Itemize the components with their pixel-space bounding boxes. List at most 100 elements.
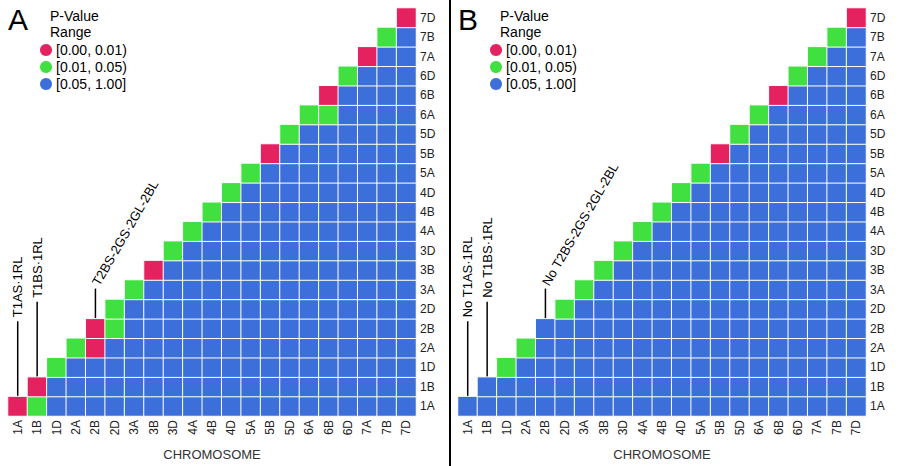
svg-text:2D: 2D <box>108 420 122 436</box>
svg-text:3D: 3D <box>870 244 886 258</box>
svg-text:6B: 6B <box>870 88 885 102</box>
svg-text:4A: 4A <box>870 224 885 238</box>
svg-text:5D: 5D <box>733 420 747 436</box>
svg-text:3D: 3D <box>166 420 180 436</box>
svg-text:1D: 1D <box>870 360 886 374</box>
svg-text:P-Value: P-Value <box>50 8 99 24</box>
svg-text:6D: 6D <box>870 69 886 83</box>
svg-text:6B: 6B <box>772 420 786 435</box>
svg-text:5B: 5B <box>263 420 277 435</box>
svg-text:4D: 4D <box>870 186 886 200</box>
svg-text:6A: 6A <box>870 108 885 122</box>
svg-text:1A: 1A <box>461 420 475 435</box>
svg-text:7D: 7D <box>399 420 413 436</box>
svg-text:5A: 5A <box>694 420 708 435</box>
svg-text:2B: 2B <box>870 322 885 336</box>
svg-text:5B: 5B <box>713 420 727 435</box>
svg-text:4B: 4B <box>205 420 219 435</box>
svg-text:5B: 5B <box>420 147 435 161</box>
svg-text:[0.00, 0.01): [0.00, 0.01) <box>506 42 577 58</box>
svg-text:7A: 7A <box>870 50 885 64</box>
svg-text:1A: 1A <box>420 399 435 413</box>
svg-text:Range: Range <box>500 24 541 40</box>
svg-text:3B: 3B <box>597 420 611 435</box>
svg-text:1A: 1A <box>870 399 885 413</box>
svg-text:4A: 4A <box>186 420 200 435</box>
svg-text:2B: 2B <box>538 420 552 435</box>
svg-text:No T2BS-2GS·2GL-2BL: No T2BS-2GS·2GL-2BL <box>539 160 622 288</box>
svg-text:2A: 2A <box>870 341 885 355</box>
svg-text:3D: 3D <box>616 420 630 436</box>
svg-text:4D: 4D <box>224 420 238 436</box>
svg-text:No T1AS·1RL: No T1AS·1RL <box>460 237 475 318</box>
svg-text:3D: 3D <box>420 244 436 258</box>
svg-text:2D: 2D <box>870 302 886 316</box>
svg-text:6D: 6D <box>420 69 436 83</box>
svg-text:2D: 2D <box>420 302 436 316</box>
svg-text:4D: 4D <box>674 420 688 436</box>
svg-text:6B: 6B <box>322 420 336 435</box>
svg-text:7B: 7B <box>870 30 885 44</box>
svg-text:7B: 7B <box>830 420 844 435</box>
svg-text:5D: 5D <box>283 420 297 436</box>
svg-text:5D: 5D <box>420 127 436 141</box>
svg-text:5D: 5D <box>870 127 886 141</box>
svg-text:4B: 4B <box>655 420 669 435</box>
svg-text:T1BS·1RL: T1BS·1RL <box>30 237 45 298</box>
svg-text:3B: 3B <box>870 263 885 277</box>
svg-text:5B: 5B <box>870 147 885 161</box>
svg-text:2A: 2A <box>420 341 435 355</box>
svg-text:4A: 4A <box>420 224 435 238</box>
svg-text:6A: 6A <box>752 420 766 435</box>
svg-text:7A: 7A <box>420 50 435 64</box>
svg-text:2A: 2A <box>69 420 83 435</box>
svg-text:1D: 1D <box>500 420 514 436</box>
svg-text:7B: 7B <box>380 420 394 435</box>
svg-text:5A: 5A <box>870 166 885 180</box>
svg-text:7D: 7D <box>870 11 886 25</box>
svg-text:B: B <box>458 3 478 36</box>
svg-text:6A: 6A <box>420 108 435 122</box>
svg-text:7A: 7A <box>810 420 824 435</box>
svg-text:[0.05, 1.00]: [0.05, 1.00] <box>506 76 576 92</box>
svg-text:P-Value: P-Value <box>500 8 549 24</box>
svg-text:7D: 7D <box>420 11 436 25</box>
svg-text:1B: 1B <box>420 380 435 394</box>
svg-text:3A: 3A <box>577 420 591 435</box>
svg-text:CHROMOSOME: CHROMOSOME <box>163 447 261 462</box>
svg-text:1B: 1B <box>30 420 44 435</box>
svg-text:7A: 7A <box>360 420 374 435</box>
svg-text:3B: 3B <box>420 263 435 277</box>
svg-text:4A: 4A <box>636 420 650 435</box>
svg-text:3A: 3A <box>870 283 885 297</box>
svg-text:4B: 4B <box>870 205 885 219</box>
svg-text:7B: 7B <box>420 30 435 44</box>
svg-text:3A: 3A <box>127 420 141 435</box>
svg-text:CHROMOSOME: CHROMOSOME <box>613 447 711 462</box>
svg-text:4B: 4B <box>420 205 435 219</box>
svg-text:1B: 1B <box>480 420 494 435</box>
svg-text:1B: 1B <box>870 380 885 394</box>
svg-text:T1AS·1RL: T1AS·1RL <box>10 257 25 318</box>
svg-text:3B: 3B <box>147 420 161 435</box>
svg-text:3A: 3A <box>420 283 435 297</box>
svg-text:6B: 6B <box>420 88 435 102</box>
svg-text:[0.01, 0.05): [0.01, 0.05) <box>56 59 127 75</box>
svg-text:No T1BS·1RL: No T1BS·1RL <box>480 217 495 298</box>
svg-text:7D: 7D <box>849 420 863 436</box>
svg-text:6D: 6D <box>791 420 805 436</box>
svg-text:1D: 1D <box>420 360 436 374</box>
svg-text:2A: 2A <box>519 420 533 435</box>
svg-text:1A: 1A <box>11 420 25 435</box>
svg-text:[0.00, 0.01): [0.00, 0.01) <box>56 42 127 58</box>
svg-text:4D: 4D <box>420 186 436 200</box>
svg-text:Range: Range <box>50 24 91 40</box>
svg-text:[0.05, 1.00]: [0.05, 1.00] <box>56 76 126 92</box>
svg-text:6D: 6D <box>341 420 355 436</box>
svg-text:5A: 5A <box>244 420 258 435</box>
svg-text:2B: 2B <box>88 420 102 435</box>
svg-text:A: A <box>8 3 28 36</box>
svg-text:6A: 6A <box>302 420 316 435</box>
svg-text:2D: 2D <box>558 420 572 436</box>
svg-text:[0.01, 0.05): [0.01, 0.05) <box>506 59 577 75</box>
